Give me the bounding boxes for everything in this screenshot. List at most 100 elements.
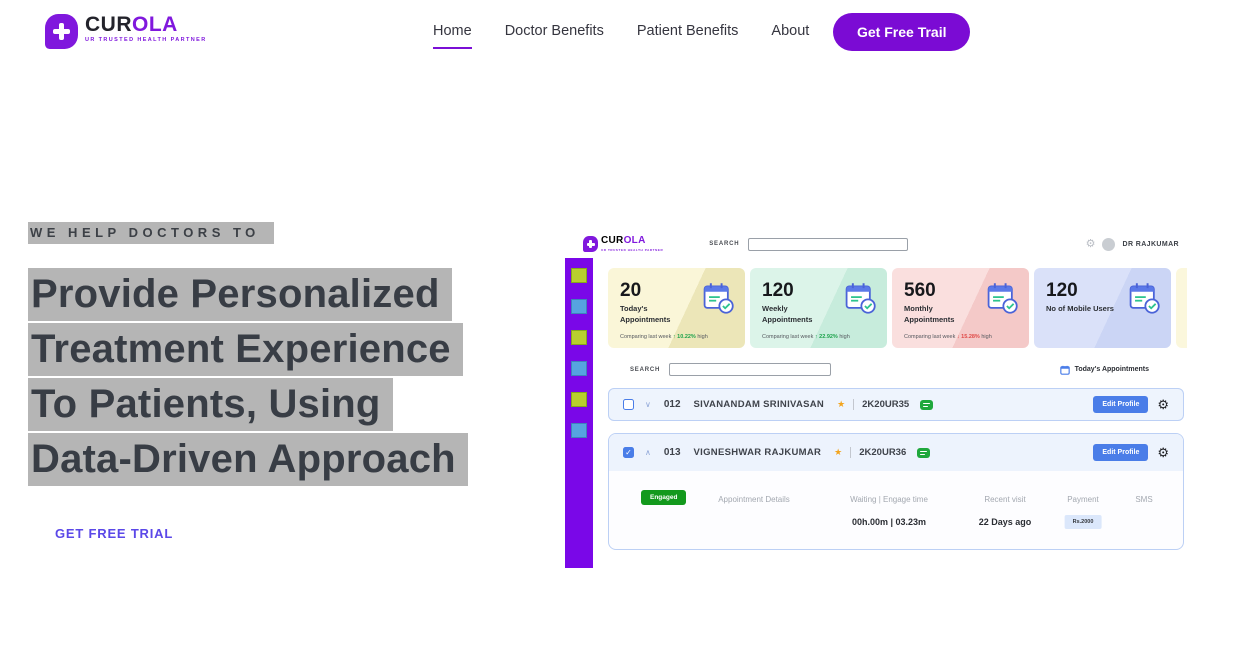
payment-amount-badge: Rs.2000 bbox=[1064, 515, 1102, 529]
column-appointment-details: Appointment Details bbox=[718, 495, 790, 504]
brand-tagline: UR TRUSTED HEALTH PARTNER bbox=[85, 37, 207, 43]
sidebar-menu-square[interactable] bbox=[571, 392, 587, 407]
dashboard-brand-name-primary: CUR bbox=[601, 235, 624, 246]
calendar-check-icon bbox=[1129, 283, 1160, 314]
dashboard-brand-name-secondary: OLA bbox=[623, 235, 646, 246]
stat-card-weekly-appointments: 120 Weekly Appointments Comparing last w… bbox=[750, 268, 887, 348]
patient-row[interactable]: ∨ 012 SIVANANDAM SRINIVASAN ★ 2K20UR35 E… bbox=[608, 388, 1184, 421]
patient-id: 013 bbox=[663, 447, 681, 458]
stat-card-partial bbox=[1176, 268, 1187, 348]
patient-name: VIGNESHWAR RAJKUMAR bbox=[693, 447, 822, 458]
nav-links: Home Doctor Benefits Patient Benefits Ab… bbox=[433, 23, 809, 49]
hero-get-free-trial-link[interactable]: GET FREE TRIAL bbox=[55, 526, 174, 541]
calendar-check-icon bbox=[845, 283, 876, 314]
brand-wordmark: CUROLA UR TRUSTED HEALTH PARTNER bbox=[85, 14, 207, 44]
dashboard-mockup: CUROLA UR TRUSTED HEALTH PARTNER SEARCH … bbox=[565, 233, 1187, 568]
trend-down-arrow-icon: ↓ bbox=[956, 334, 960, 340]
stat-label: Weekly Appointments bbox=[762, 304, 813, 324]
status-badge: Engaged bbox=[641, 490, 687, 505]
star-icon[interactable]: ★ bbox=[837, 399, 846, 409]
settings-gear-icon[interactable]: ⚙ bbox=[1085, 237, 1096, 250]
nav-item-doctor-benefits[interactable]: Doctor Benefits bbox=[504, 23, 604, 39]
stat-cards: 20 Today's Appointments Comparing last w… bbox=[608, 268, 1187, 348]
stat-value: 560 bbox=[904, 280, 936, 301]
stat-compare: Comparing last week ↑ 22.92% high bbox=[762, 334, 850, 340]
sidebar-menu-square[interactable] bbox=[571, 423, 587, 438]
brand-logo[interactable]: CUROLA UR TRUSTED HEALTH PARTNER bbox=[45, 14, 207, 49]
row-checkbox[interactable] bbox=[623, 399, 634, 410]
column-sms: SMS bbox=[1135, 495, 1153, 504]
sidebar-menu-square[interactable] bbox=[571, 299, 587, 314]
trend-up-arrow-icon: ↑ bbox=[672, 334, 676, 340]
patient-row[interactable]: ✓ ∧ 013 VIGNESHWAR RAJKUMAR ★ 2K20UR36 E… bbox=[609, 434, 1183, 471]
stat-card-mobile-users: 120 No of Mobile Users bbox=[1034, 268, 1171, 348]
calendar-check-icon bbox=[987, 283, 1018, 314]
stat-compare: Comparing last week ↑ 10.22% high bbox=[620, 334, 708, 340]
hero-section: WE HELP DOCTORS TO Provide Personalized … bbox=[28, 222, 528, 543]
patient-row-expanded: ✓ ∧ 013 VIGNESHWAR RAJKUMAR ★ 2K20UR36 E… bbox=[608, 433, 1184, 550]
stat-card-monthly-appointments: 560 Monthly Appointments Comparing last … bbox=[892, 268, 1029, 348]
row-settings-gear-icon[interactable]: ⚙ bbox=[1157, 397, 1169, 412]
chat-icon[interactable] bbox=[917, 447, 931, 458]
get-free-trail-button[interactable]: Get Free Trail bbox=[833, 13, 971, 51]
column-payment: Payment bbox=[1067, 495, 1099, 504]
chevron-up-icon[interactable]: ∧ bbox=[645, 448, 651, 457]
trend-up-arrow-icon: ↑ bbox=[814, 334, 818, 340]
todays-appointments-filter[interactable]: Today's Appointments bbox=[1059, 365, 1149, 375]
patient-code: 2K20UR35 bbox=[853, 399, 909, 410]
row-checkbox-checked[interactable]: ✓ bbox=[623, 447, 634, 458]
hero-heading: Provide Personalized Treatment Experienc… bbox=[28, 268, 528, 486]
dashboard-user-area: ⚙ DR RAJKUMAR bbox=[1085, 237, 1179, 251]
edit-profile-button[interactable]: Edit Profile bbox=[1093, 396, 1149, 413]
brand-name-primary: CUR bbox=[85, 13, 132, 36]
stat-value: 120 bbox=[762, 280, 794, 301]
nav-item-about[interactable]: About bbox=[771, 23, 810, 39]
stat-value: 20 bbox=[620, 280, 642, 301]
sidebar-menu-square[interactable] bbox=[571, 361, 587, 376]
dashboard-search-input[interactable] bbox=[748, 237, 909, 251]
chat-icon[interactable] bbox=[920, 399, 934, 410]
list-search-input[interactable] bbox=[669, 363, 832, 376]
appointment-details-body: Engaged Appointment Details Waiting | En… bbox=[609, 471, 1183, 549]
hero-heading-line: Provide Personalized bbox=[28, 268, 452, 321]
user-avatar[interactable] bbox=[1102, 237, 1116, 251]
column-recent-visit: Recent visit bbox=[984, 495, 1026, 504]
waiting-engage-time-value: 00h.00m | 03.23m bbox=[851, 517, 927, 527]
hero-heading-line: Treatment Experience bbox=[28, 323, 463, 376]
stat-value: 120 bbox=[1046, 280, 1078, 301]
dashboard-brand-tagline: UR TRUSTED HEALTH PARTNER bbox=[601, 247, 664, 252]
user-name: DR RAJKUMAR bbox=[1122, 240, 1179, 248]
patient-id: 012 bbox=[663, 399, 681, 410]
dashboard-sidebar bbox=[565, 258, 593, 568]
nav-item-patient-benefits[interactable]: Patient Benefits bbox=[636, 23, 739, 39]
nav-item-home[interactable]: Home bbox=[433, 23, 472, 49]
dashboard-brand-logo-icon bbox=[583, 236, 598, 252]
chevron-down-icon[interactable]: ∨ bbox=[645, 400, 651, 409]
hero-heading-line: Data-Driven Approach bbox=[28, 433, 468, 486]
brand-name-secondary: OLA bbox=[132, 13, 178, 36]
stat-compare: Comparing last week ↓ 15.28% high bbox=[904, 334, 992, 340]
star-icon[interactable]: ★ bbox=[834, 447, 843, 457]
stat-label: No of Mobile Users bbox=[1046, 304, 1114, 313]
sidebar-menu-square[interactable] bbox=[571, 330, 587, 345]
patient-code: 2K20UR36 bbox=[850, 447, 906, 458]
brand-logo-icon bbox=[45, 14, 78, 49]
dashboard-search-label: SEARCH bbox=[709, 241, 740, 247]
edit-profile-button[interactable]: Edit Profile bbox=[1093, 444, 1149, 461]
patient-name: SIVANANDAM SRINIVASAN bbox=[693, 399, 825, 410]
hero-heading-line: To Patients, Using bbox=[28, 378, 393, 431]
row-settings-gear-icon[interactable]: ⚙ bbox=[1157, 445, 1169, 460]
dashboard-brand-logo: CUROLA UR TRUSTED HEALTH PARTNER bbox=[583, 236, 663, 252]
list-search-label: SEARCH bbox=[630, 366, 661, 373]
sidebar-menu-square[interactable] bbox=[571, 268, 587, 283]
hero-eyebrow: WE HELP DOCTORS TO bbox=[28, 222, 274, 244]
stat-label: Today's Appointments bbox=[620, 304, 671, 324]
dashboard-header: CUROLA UR TRUSTED HEALTH PARTNER SEARCH … bbox=[583, 233, 1179, 255]
top-navbar: CUROLA UR TRUSTED HEALTH PARTNER Home Do… bbox=[0, 0, 1247, 70]
recent-visit-value: 22 Days ago bbox=[978, 517, 1032, 527]
calendar-check-icon bbox=[703, 283, 734, 314]
list-filter-label: Today's Appointments bbox=[1074, 366, 1149, 373]
stat-label: Monthly Appointments bbox=[904, 304, 955, 324]
column-waiting-engage-time: Waiting | Engage time bbox=[850, 495, 928, 504]
